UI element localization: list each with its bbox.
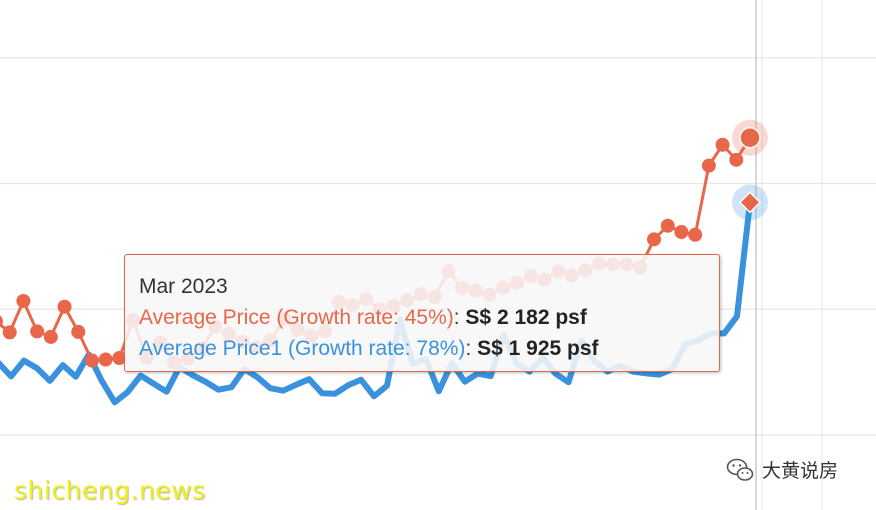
data-point[interactable] <box>2 325 17 340</box>
data-point[interactable] <box>16 293 31 308</box>
tooltip-row-average-price1: Average Price1 (Growth rate: 78%): S$ 1 … <box>139 333 705 364</box>
wechat-watermark: 大黄说房 <box>726 456 838 483</box>
crosshair <box>755 0 823 510</box>
data-point[interactable] <box>112 351 127 366</box>
tooltip-series-label: Average Price1 (Growth rate: 78%) <box>139 337 466 360</box>
tooltip-title: Mar 2023 <box>139 275 228 298</box>
tooltip-value: S$ 1 925 psf <box>477 337 599 360</box>
data-point[interactable] <box>57 299 72 314</box>
tooltip-separator: : <box>453 306 466 329</box>
data-point[interactable] <box>715 137 730 152</box>
data-point[interactable] <box>660 218 675 233</box>
data-point[interactable] <box>84 353 99 368</box>
tooltip-value: S$ 2 182 psf <box>465 306 587 329</box>
tooltip-separator: : <box>465 337 478 360</box>
hovered-point[interactable] <box>738 191 762 214</box>
tooltip-row-average-price: Average Price (Growth rate: 45%): S$ 2 1… <box>139 302 705 333</box>
data-point[interactable] <box>30 324 45 339</box>
wechat-icon <box>726 458 754 481</box>
data-point[interactable] <box>71 324 86 339</box>
data-point[interactable] <box>729 152 744 167</box>
data-point[interactable] <box>701 158 716 173</box>
data-point[interactable] <box>647 232 662 247</box>
site-watermark: shicheng.news <box>14 476 206 505</box>
watermark-text: 大黄说房 <box>762 460 839 482</box>
data-point[interactable] <box>43 329 58 344</box>
data-point[interactable] <box>98 352 113 367</box>
tooltip: Mar 2023 Average Price (Growth rate: 45%… <box>124 254 720 372</box>
hovered-point[interactable] <box>739 126 761 149</box>
tooltip-series-label: Average Price (Growth rate: 45%) <box>139 306 454 329</box>
data-point[interactable] <box>674 225 689 240</box>
data-point[interactable] <box>0 314 3 328</box>
data-point[interactable] <box>688 227 703 242</box>
